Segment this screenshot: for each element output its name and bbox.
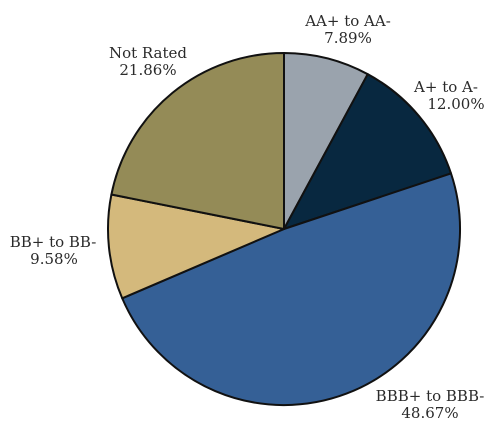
pie-slices bbox=[107, 52, 462, 407]
slice-a bbox=[283, 73, 453, 230]
label-a-value: 12.00% bbox=[427, 95, 484, 113]
label-bbb-value: 48.67% bbox=[401, 404, 458, 422]
label-not-rated-name: Not Rated bbox=[109, 44, 187, 62]
slice-bbb bbox=[121, 172, 462, 407]
label-bb-value: 9.58% bbox=[30, 250, 78, 268]
label-a-name: A+ to A- bbox=[413, 78, 478, 96]
label-aa-name: AA+ to AA- bbox=[304, 12, 391, 30]
label-not-rated-value: 21.86% bbox=[119, 61, 176, 79]
label-bbb-name: BBB+ to BBB- bbox=[376, 387, 485, 405]
slice-not-rated bbox=[110, 52, 285, 230]
label-aa-value: 7.89% bbox=[324, 29, 372, 47]
label-bb-name: BB+ to BB- bbox=[10, 233, 97, 251]
